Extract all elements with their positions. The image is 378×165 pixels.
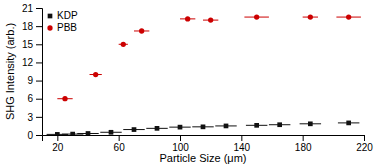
- x-tick-mark: [57, 135, 58, 141]
- y-tick-mark: [36, 117, 42, 118]
- point: [346, 14, 351, 19]
- y-tick: 0: [27, 130, 42, 141]
- legend-label: PBB: [57, 22, 77, 33]
- y-tick-mark: [36, 62, 42, 63]
- chart: 20 60 100 140 180 220 0 3 6 9 12 15 18 21 Particle Siz…: [0, 0, 378, 165]
- point: [139, 28, 144, 33]
- x-tick-mark: [119, 135, 120, 141]
- point: [55, 132, 60, 135]
- point: [254, 14, 259, 19]
- y-tick-mark: [36, 26, 42, 27]
- point: [93, 72, 98, 77]
- legend: KDPPBB: [47, 10, 78, 33]
- point: [86, 131, 91, 135]
- x-axis-line: [43, 136, 365, 142]
- point: [254, 123, 259, 128]
- y-tick-mark: [36, 81, 42, 82]
- x-tick-mark: [241, 135, 242, 141]
- point: [62, 96, 67, 101]
- point: [121, 42, 126, 47]
- x-tick-label: 180: [295, 142, 312, 153]
- y-tick-mark: [36, 135, 42, 136]
- y-tick: 6: [27, 93, 42, 104]
- x-tick: 100: [172, 135, 189, 153]
- legend-swatch: [48, 14, 53, 19]
- point: [132, 127, 137, 132]
- point: [346, 121, 351, 126]
- point: [185, 16, 190, 21]
- point: [308, 14, 313, 19]
- x-tick-label: 60: [114, 142, 126, 153]
- x-axis-title: Particle Size (μm): [159, 152, 246, 164]
- point: [208, 17, 213, 22]
- y-tick-label: 18: [22, 21, 34, 32]
- y-tick-label: 6: [27, 93, 33, 104]
- y-tick: 15: [22, 39, 42, 50]
- point: [70, 132, 75, 135]
- y-tick-mark: [36, 99, 42, 100]
- y-axis-title: SHG Intensity (arb.): [4, 23, 16, 120]
- x-tick-mark: [364, 135, 365, 141]
- y-tick-label: 15: [22, 39, 34, 50]
- x-axis: 20 60 100 140 180 220: [43, 135, 374, 153]
- series-pbb: [57, 14, 361, 101]
- legend-item: PBB: [47, 22, 77, 33]
- y-tick: 3: [27, 112, 42, 123]
- y-tick-label: 21: [22, 3, 34, 14]
- point: [308, 121, 313, 126]
- x-tick: 140: [233, 135, 250, 153]
- x-tick-label: 20: [52, 142, 64, 153]
- plot-area: [47, 14, 361, 135]
- legend-swatch: [47, 25, 52, 30]
- y-tick: 12: [22, 57, 42, 68]
- x-tick-mark: [180, 135, 181, 141]
- x-tick: 60: [114, 135, 126, 153]
- y-tick-label: 9: [27, 75, 33, 86]
- point: [178, 125, 183, 130]
- y-tick-mark: [36, 8, 42, 9]
- y-tick: 21: [22, 3, 42, 14]
- point: [277, 122, 282, 127]
- point: [224, 124, 229, 129]
- x-tick: 20: [52, 135, 64, 153]
- y-tick-label: 12: [22, 57, 34, 68]
- x-tick: 180: [295, 135, 312, 153]
- point: [155, 126, 160, 131]
- y-tick: 9: [27, 75, 42, 86]
- x-tick-label: 220: [356, 142, 373, 153]
- y-tick-mark: [36, 44, 42, 45]
- series-kdp: [47, 121, 360, 135]
- legend-label: KDP: [57, 10, 78, 21]
- x-tick: 220: [356, 135, 373, 153]
- y-tick: 18: [22, 21, 42, 32]
- point: [201, 124, 206, 129]
- y-axis: 0 3 6 9 12 15 18 21: [22, 3, 43, 141]
- x-tick-mark: [303, 135, 304, 141]
- point: [109, 130, 114, 135]
- y-tick-label: 3: [27, 112, 33, 123]
- y-axis-line: [36, 9, 43, 136]
- y-tick-label: 0: [27, 130, 33, 141]
- legend-item: KDP: [48, 10, 78, 21]
